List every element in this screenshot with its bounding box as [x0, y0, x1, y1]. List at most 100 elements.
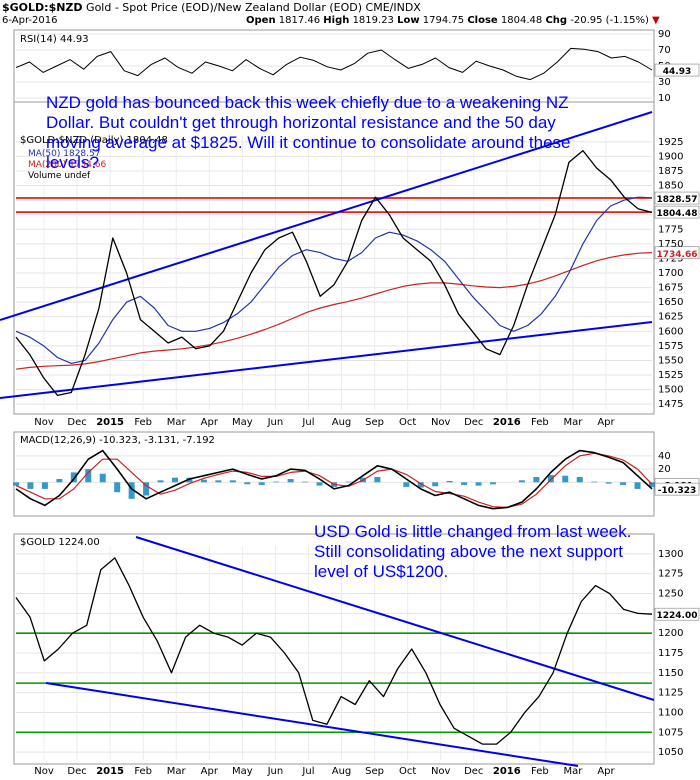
date-label: 6-Apr-2016 — [2, 15, 58, 26]
y-tick-label: 20 — [658, 464, 671, 475]
macd-histogram-bar — [56, 479, 63, 483]
y-tick-label: 1125 — [658, 688, 683, 699]
chg-label: Chg — [545, 15, 568, 26]
x-tick-label: Jun — [267, 417, 284, 428]
macd-histogram-bar — [99, 473, 106, 483]
y-tick-label: 1925 — [658, 137, 683, 148]
y-tick-label: 30 — [658, 77, 671, 88]
x-tick-label: 2016 — [493, 766, 521, 777]
x-tick-label: Sep — [365, 417, 384, 428]
series-group — [13, 47, 655, 745]
macd-histogram-bar — [70, 472, 77, 483]
macd-histogram-bar — [85, 469, 92, 483]
y-tick-label: 1575 — [658, 341, 683, 352]
x-tick-label: Dec — [464, 766, 483, 777]
macd-histogram-bar — [649, 482, 655, 487]
y-tick-label: 1750 — [658, 239, 683, 250]
y-tick-label: 1625 — [658, 312, 683, 323]
macd-histogram-bar — [475, 482, 482, 486]
x-tick-label: May — [232, 417, 253, 428]
macd-histogram-bar — [316, 482, 323, 486]
x-tick-label: Apr — [201, 417, 219, 428]
y-tick-label: 10 — [658, 93, 671, 104]
x-tick-label: Jun — [267, 766, 284, 777]
value-tag-box — [654, 246, 700, 260]
macd-histogram-bar — [374, 477, 381, 483]
y-tick-label: 1650 — [658, 297, 683, 308]
macd-histogram-bar — [446, 480, 453, 483]
x-tick-label: Feb — [531, 417, 549, 428]
macd-histogram-bar — [114, 482, 121, 493]
x-tick-label: Feb — [134, 417, 152, 428]
x-tick-label: Aug — [332, 766, 352, 777]
value-tag-box — [654, 482, 700, 496]
high-value: 1819.23 — [352, 15, 394, 26]
y-tick-label: 1675 — [658, 283, 683, 294]
x-tick-label: Nov — [34, 766, 54, 777]
ma200-line — [15, 252, 653, 370]
chart-header: $GOLD:$NZD Gold - Spot Price (EOD)/New Z… — [2, 1, 421, 14]
x-tick-label: Apr — [597, 417, 615, 428]
y-tick-label: 1275 — [658, 569, 683, 580]
y-tick-label: 1775 — [658, 224, 683, 235]
y-tick-label: 1900 — [658, 151, 683, 162]
macd-histogram-bar — [461, 482, 468, 485]
x-tick-label: Mar — [167, 417, 187, 428]
macd-signal-line — [15, 452, 653, 508]
close-label: Close — [467, 15, 498, 26]
close-value: 1804.48 — [500, 15, 543, 26]
legend-entry: MA(50) 1828.57 — [28, 149, 100, 159]
macd-histogram-bar — [417, 482, 424, 488]
macd-histogram-bar — [345, 481, 352, 483]
low-label: Low — [397, 15, 420, 26]
x-tick-label: Mar — [564, 417, 584, 428]
x-tick-label: Oct — [399, 766, 416, 777]
x-tick-label: Dec — [67, 766, 86, 777]
macd-histogram-bar — [27, 482, 34, 489]
usd-panel-frame — [13, 533, 655, 765]
macd-histogram-bar — [258, 482, 265, 485]
macd-histogram-bar — [533, 477, 540, 483]
overlay-lines — [0, 111, 655, 767]
y-tick-label: 1475 — [658, 399, 683, 410]
legend-entry: MA(200) 1734.66 — [28, 160, 106, 170]
macd-histogram-bar — [620, 482, 627, 485]
y-tick-label: 40 — [658, 451, 671, 462]
x-tick-label: Jul — [301, 766, 314, 777]
macd-line — [15, 449, 653, 510]
y-tick-label: 1100 — [658, 707, 683, 718]
macd-histogram-bar — [562, 475, 569, 483]
x-tick-label: Nov — [34, 417, 54, 428]
x-tick-label: Sep — [365, 766, 384, 777]
upper-trendline — [0, 111, 653, 321]
value-tags: 44.931828.571804.481734.66-3.131-10.3231… — [654, 63, 700, 621]
y-tick-label: 1175 — [658, 648, 683, 659]
macd-histogram-bar — [186, 477, 193, 483]
x-tick-label: Mar — [564, 766, 584, 777]
tick-labels: 9070503010RSI(14) 44.9319251900187518501… — [20, 29, 683, 777]
y-tick-label: 90 — [658, 29, 671, 40]
value-tag-label: 1804.48 — [657, 209, 698, 219]
macd-histogram-bar — [403, 482, 410, 487]
open-value: 1817.46 — [278, 15, 321, 26]
y-tick-label: 1150 — [658, 668, 683, 679]
macd-histogram-bar — [128, 482, 135, 499]
panel-title: MACD(12,26,9) -10.323, -3.131, -7.192 — [20, 435, 215, 446]
macd-histogram-bar — [157, 480, 164, 483]
y-tick-label: 1525 — [658, 370, 683, 381]
x-tick-label: Dec — [464, 417, 483, 428]
y-tick-label: 1300 — [658, 549, 683, 560]
price-line-nzd — [15, 149, 653, 397]
panel-title: RSI(14) 44.93 — [20, 34, 89, 45]
y-tick-label: 1700 — [658, 268, 683, 279]
x-tick-label: Oct — [399, 417, 416, 428]
macd-histogram-bar — [273, 481, 280, 483]
y-tick-label: 1250 — [658, 589, 683, 600]
value-tag-box — [654, 63, 700, 77]
y-tick-label: 1875 — [658, 166, 683, 177]
macd-histogram-bar — [41, 482, 48, 489]
x-tick-label: Dec — [67, 417, 86, 428]
macd-histogram-bar — [172, 477, 178, 483]
value-tag-box — [654, 205, 700, 219]
rsi-line — [15, 47, 653, 81]
